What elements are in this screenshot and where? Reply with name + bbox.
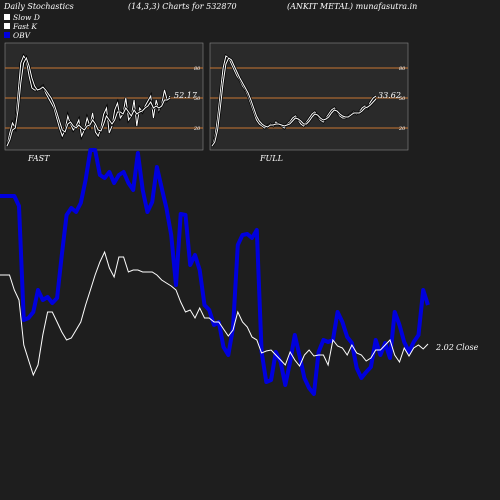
fast-lines [5,53,172,147]
full-tick-20: 20 [398,126,406,132]
fast-tick-80: 80 [194,66,201,72]
legend-swatch-obv [4,32,10,38]
fast-series-1 [6,56,171,147]
legend-label-fast-k: Fast K [12,22,37,31]
full-lines [210,53,377,147]
full-tick-80: 80 [399,66,406,72]
chart-company: (ANKIT METAL) munafasutra.in [287,2,417,11]
chart-title: Daily Stochastics [3,2,74,11]
main-price-obv [0,148,430,396]
fast-tick-labels: 20 50 80 [193,66,201,132]
close-word-label: Close [456,343,479,352]
legend-label-slow-d: Slow D [13,13,40,22]
chart-params: (14,3,3) Charts for 532870 [128,2,237,11]
fast-tick-20: 20 [193,126,201,132]
full-series-1 [211,57,377,147]
full-panel-label: FULL [259,154,283,163]
full-tick-50: 50 [399,96,406,102]
full-tick-labels: 20 50 80 [398,66,406,132]
obv-line [0,148,430,396]
fast-stochastic-panel: 20 50 80 52.17 FAST [4,42,204,163]
price-line [0,250,429,377]
full-stochastic-panel: 20 50 80 33.62 FULL [209,42,409,163]
fast-value-label: 52.17 [174,91,198,100]
fast-tick-50: 50 [194,96,201,102]
full-value-label: 33.62 [378,91,401,100]
legend-label-obv: OBV [13,31,32,40]
close-value-label: 2.02 [435,343,454,352]
fast-panel-label: FAST [27,154,50,163]
legend-swatch-fast-k [4,23,10,29]
legend-swatch-slow-d [4,14,10,20]
